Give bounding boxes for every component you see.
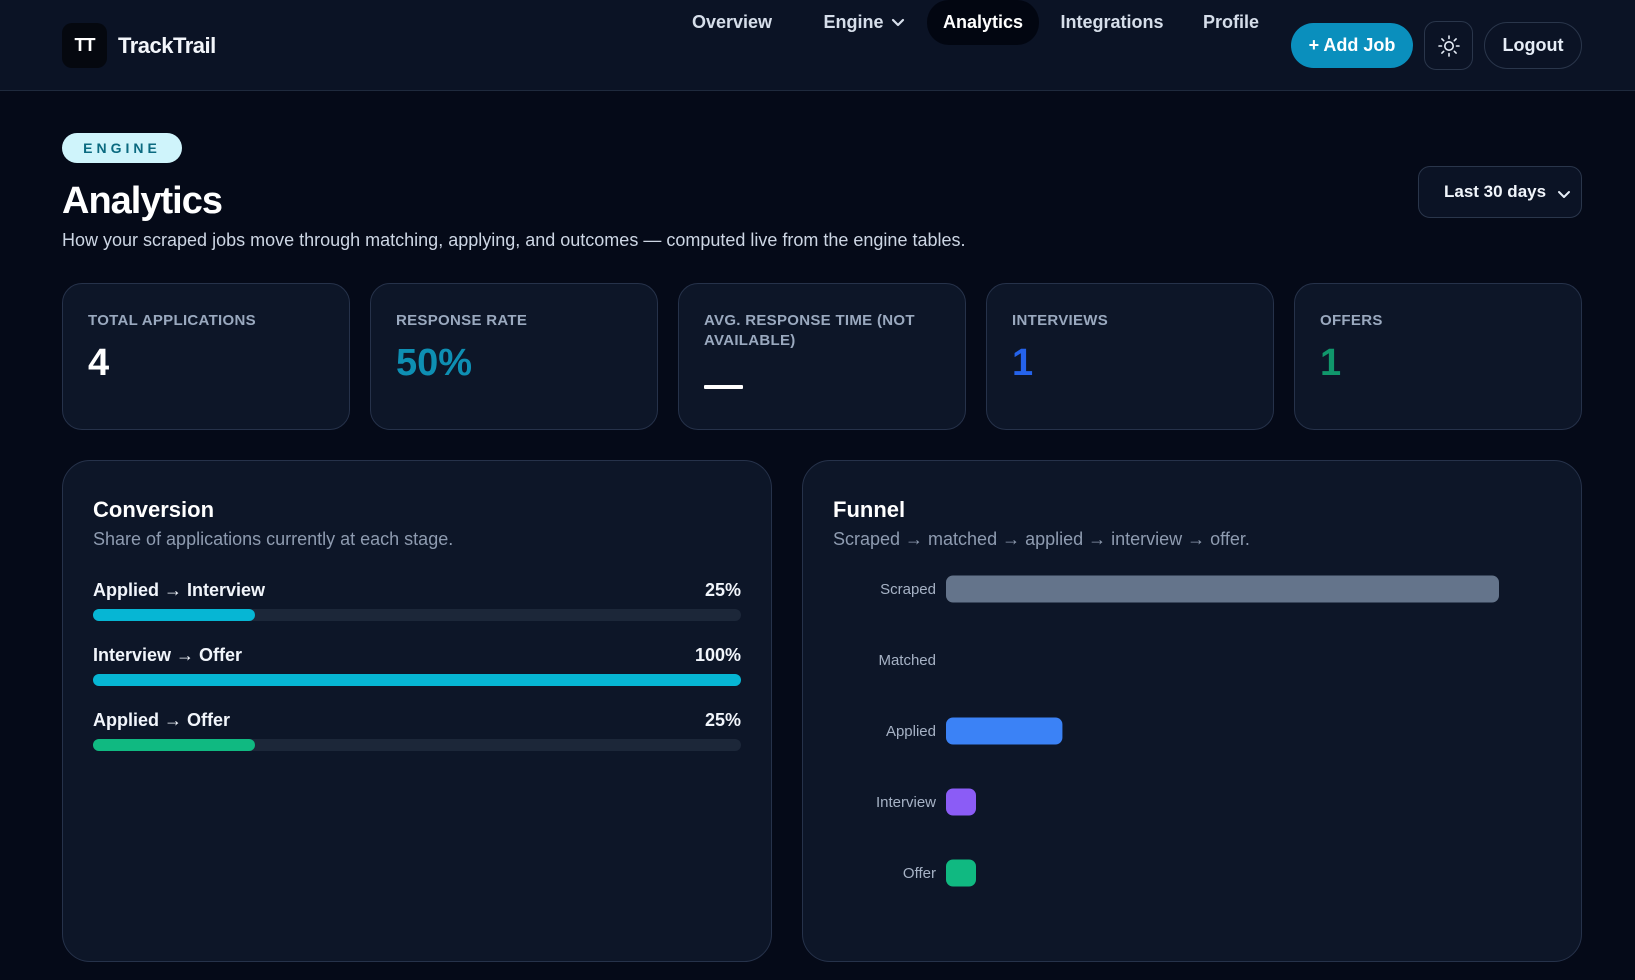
funnel-subtitle: Scraped → matched → applied → interview …: [833, 529, 1250, 549]
funnel-label-applied: Applied: [886, 723, 936, 740]
brand-logo: TT: [62, 23, 107, 68]
logout-button[interactable]: Logout: [1484, 22, 1582, 69]
stat-value: 1: [1012, 342, 1034, 384]
funnel-title: Funnel: [833, 497, 906, 522]
progress-fill: [93, 609, 255, 621]
funnel-label-interview: Interview: [876, 794, 936, 811]
funnel-label-scraped: Scraped: [880, 581, 936, 598]
funnel-bar-interview: [946, 788, 976, 816]
theme-toggle-button[interactable]: [1424, 21, 1473, 70]
nav-engine[interactable]: Engine: [810, 0, 918, 45]
progress-fill: [93, 739, 255, 751]
nav-integrations[interactable]: Integrations: [1060, 12, 1164, 32]
section-badge: ENGINE: [62, 133, 182, 163]
date-range-select[interactable]: Last 30 days: [1418, 166, 1582, 218]
page-title: Analytics: [62, 180, 223, 222]
stat-value-empty-dash: [704, 385, 743, 389]
top-navbar: TT TrackTrail Overview Engine Analytics …: [0, 0, 1635, 91]
funnel-bar-scraped: [946, 575, 1499, 603]
stat-card-avg-response-time: AVG. RESPONSE TIME (NOT AVAILABLE): [678, 283, 966, 430]
progress-track: [93, 674, 741, 686]
progress-track: [93, 609, 741, 621]
nav-overview[interactable]: Overview: [691, 12, 773, 32]
page-subtitle: How your scraped jobs move through match…: [62, 230, 966, 250]
sun-icon: [1437, 34, 1461, 58]
conversion-row-label: Interview → Offer: [93, 645, 243, 665]
nav-analytics[interactable]: Analytics: [927, 0, 1039, 45]
stat-label: TOTAL APPLICATIONS: [88, 312, 256, 329]
funnel-bar-applied: [946, 717, 1063, 745]
conversion-panel: Conversion Share of applications current…: [62, 460, 772, 962]
conversion-row-label: Applied → Offer: [93, 710, 231, 730]
chevron-down-icon: [891, 18, 905, 28]
funnel-label-matched: Matched: [878, 652, 936, 669]
stat-card-interviews: INTERVIEWS 1: [986, 283, 1274, 430]
brand[interactable]: TT TrackTrail: [62, 23, 216, 68]
stat-label: INTERVIEWS: [1012, 312, 1109, 329]
conversion-title: Conversion: [93, 497, 215, 522]
stat-card-offers: OFFERS 1: [1294, 283, 1582, 430]
funnel-bar-offer: [946, 859, 976, 887]
chevron-down-icon: [1557, 185, 1571, 205]
stat-label: RESPONSE RATE: [396, 312, 528, 329]
nav-profile[interactable]: Profile: [1202, 12, 1259, 32]
add-job-button[interactable]: + Add Job: [1291, 23, 1413, 68]
brand-name: TrackTrail: [118, 32, 216, 58]
date-range-value: Last 30 days: [1444, 182, 1547, 201]
conversion-subtitle: Share of applications currently at each …: [93, 529, 454, 549]
conversion-row-label: Applied → Interview: [93, 580, 266, 600]
conversion-row-percent: 25%: [704, 710, 741, 730]
stat-label: OFFERS: [1320, 312, 1383, 329]
funnel-chart: Scraped Matched Applied Interview Offer: [876, 575, 1499, 887]
stat-value: 4: [88, 342, 110, 384]
conversion-row-percent: 25%: [704, 580, 741, 600]
stat-card-total-applications: TOTAL APPLICATIONS 4: [62, 283, 350, 430]
nav-engine-label: Engine: [823, 12, 884, 32]
stat-label: AVG. RESPONSE TIME (NOT AVAILABLE): [704, 312, 915, 349]
stat-value: 50%: [396, 342, 473, 384]
stat-card-response-rate: RESPONSE RATE 50%: [370, 283, 658, 430]
funnel-panel: Funnel Scraped → matched → applied → int…: [802, 460, 1582, 962]
progress-track: [93, 739, 741, 751]
progress-fill: [93, 674, 741, 686]
stat-value: 1: [1320, 342, 1342, 384]
funnel-label-offer: Offer: [903, 865, 936, 882]
conversion-row-percent: 100%: [694, 645, 741, 665]
